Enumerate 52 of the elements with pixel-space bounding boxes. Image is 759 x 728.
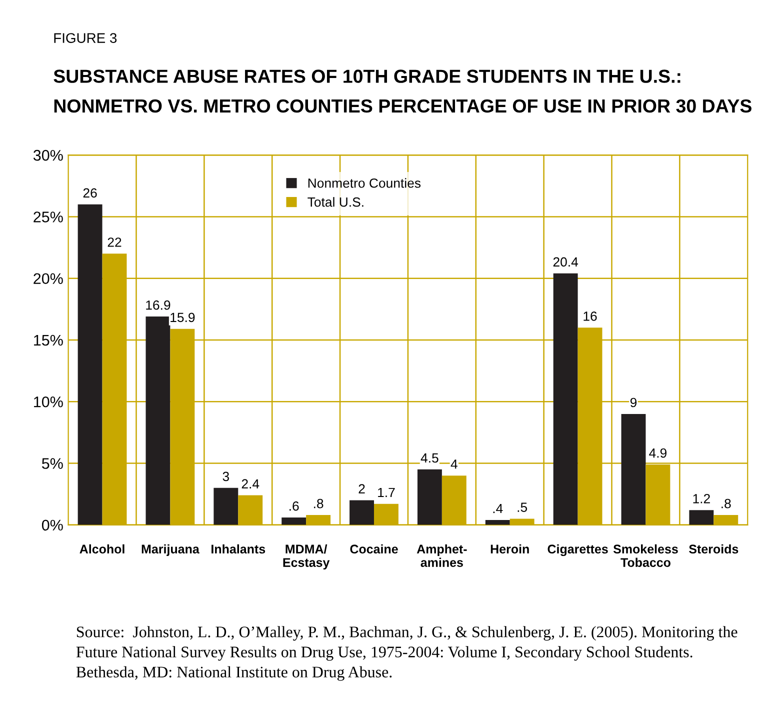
caption: FIGURE 3 — [54, 33, 117, 43]
bar — [621, 414, 646, 525]
bar — [78, 204, 102, 525]
legend-label: Total U.S. — [308, 197, 364, 207]
y-tick-label: 25% — [34, 212, 63, 222]
y-tick-label: 10% — [34, 396, 63, 408]
bar — [146, 316, 170, 525]
data-label: 15.9 — [170, 312, 195, 322]
y-tick-label: 5% — [42, 458, 63, 469]
x-tick-label: Smokeless Tobacco — [613, 544, 678, 567]
x-tick-label: Marijuana — [142, 544, 200, 556]
data-label: 26 — [83, 188, 97, 198]
x-tick-label: Steroids — [689, 544, 738, 554]
data-label: 20.4 — [553, 257, 578, 267]
bar — [214, 488, 238, 525]
y-tick-label: 0% — [42, 520, 63, 531]
bar — [485, 520, 510, 525]
source-note: Source: Johnston, L. D., O’Malley, P. M., Bachman, J. G., & Schulenberg, J. E. (2005). Monitoring the Future National Survey Results on Drug Use, 1975-2004: Volume I, Secondary School Students. Bethesda, MD: National Institute on Drug Abuse. — [76, 626, 738, 681]
data-label: 16 — [584, 312, 597, 321]
y-tick-label: 20% — [34, 273, 63, 284]
data-label: 16.9 — [146, 300, 170, 310]
y-tick-label: 30% — [33, 150, 63, 161]
data-label: .8 — [314, 498, 324, 508]
x-tick-label: Inhalants — [212, 544, 266, 554]
x-tick-label: MDMA/ Ecstasy — [283, 544, 330, 570]
data-label: 4 — [450, 460, 458, 469]
y-tick-label: 15% — [34, 334, 63, 346]
legend-label: Nonmetro Counties — [308, 178, 421, 188]
bar — [282, 517, 306, 525]
data-label: 3 — [222, 472, 229, 482]
bar — [689, 510, 714, 525]
data-label: .8 — [722, 498, 731, 508]
data-label: 1.2 — [693, 494, 710, 504]
x-tick-label: Alcohol — [80, 544, 124, 554]
bar — [350, 500, 374, 525]
data-label: 4.5 — [420, 453, 438, 463]
data-label: .5 — [518, 502, 528, 512]
chart-title: SUBSTANCE ABUSE RATES OF 10TH GRADE STUDENTS IN THE U.S.: NONMETRO VS. METRO COUNTIES PERCENTAGE OF USE IN PRIOR 30 DAYS — [54, 70, 752, 113]
x-tick-label: Cocaine — [350, 544, 398, 554]
x-tick-label: Cigarettes — [548, 544, 608, 556]
data-label: 4.9 — [649, 448, 666, 458]
data-label: 22 — [108, 238, 122, 247]
x-tick-label: Heroin — [490, 544, 529, 554]
data-label: .6 — [290, 501, 299, 511]
data-label: 2 — [358, 484, 365, 494]
data-label: 9 — [630, 398, 637, 408]
bar — [553, 273, 578, 525]
data-label: 1.7 — [378, 488, 395, 498]
data-label: 2.4 — [242, 479, 260, 488]
x-tick-label: Amphet- amines — [416, 544, 467, 567]
data-label: .4 — [493, 504, 503, 514]
bar — [417, 469, 442, 525]
